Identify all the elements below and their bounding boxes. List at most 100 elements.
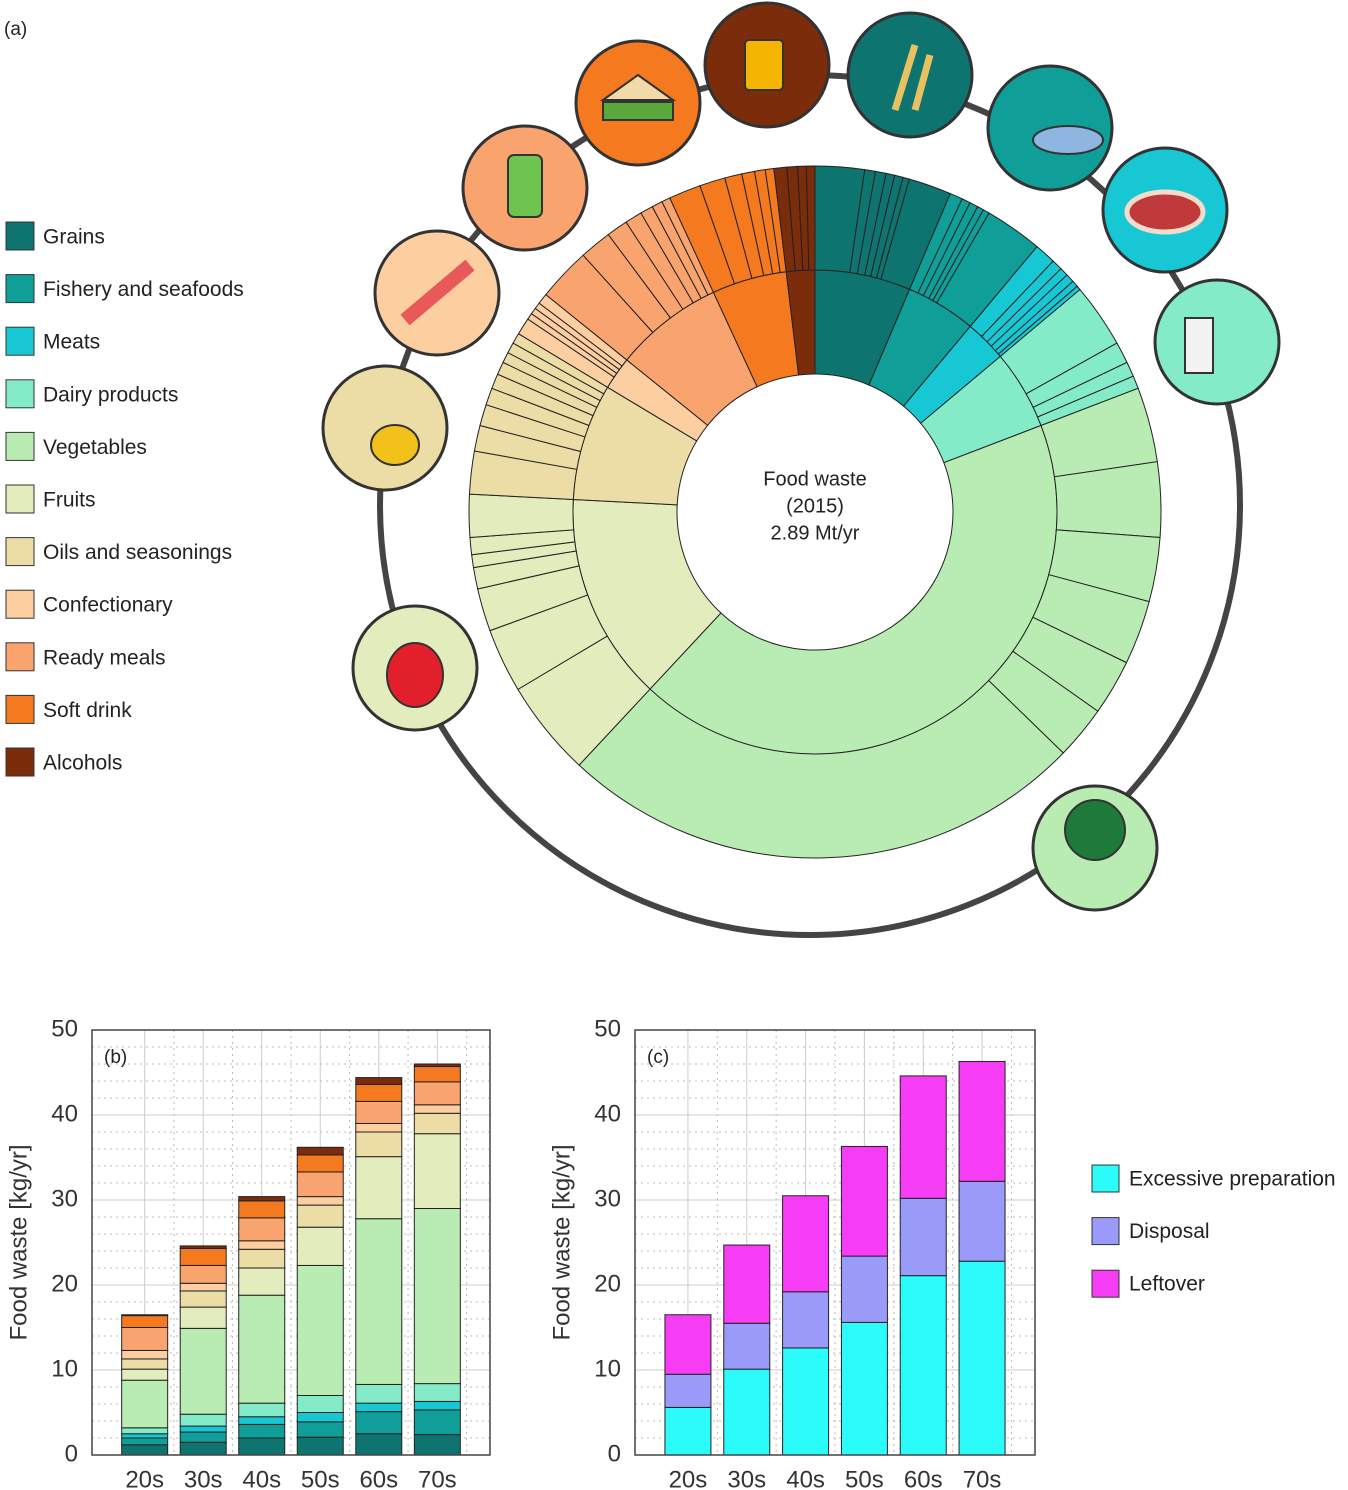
bar-segment	[664, 1406, 712, 1456]
bar-segment	[121, 1379, 169, 1429]
bar-segment	[238, 1196, 286, 1202]
center-label: (2015)	[786, 495, 844, 517]
bar-segment	[782, 1291, 830, 1349]
y-tick-label: 40	[51, 1100, 78, 1127]
bar-segment	[296, 1146, 344, 1156]
bar-segment	[413, 1434, 461, 1456]
legend-label: Disposal	[1129, 1220, 1210, 1243]
bar-segment	[238, 1402, 286, 1418]
bar-segment	[413, 1409, 461, 1436]
bar-segment	[121, 1433, 169, 1439]
y-tick-label: 10	[594, 1355, 621, 1382]
sunburst-outer-segment	[578, 679, 1064, 859]
legend-label: Excessive preparation	[1129, 1168, 1336, 1191]
bar-segment	[296, 1204, 344, 1228]
bar-segment	[413, 1112, 461, 1135]
bar-segment	[723, 1368, 771, 1456]
legend-swatch	[5, 694, 35, 724]
plot-frame	[91, 1029, 491, 1456]
legend-swatch	[5, 484, 35, 514]
x-tick-label: 50s	[301, 1466, 340, 1490]
bar-segment	[958, 1180, 1006, 1262]
center-label: 2.89 Mt/yr	[771, 522, 860, 544]
legend-swatch	[5, 431, 35, 461]
bar-segment	[899, 1075, 947, 1199]
bar-segment	[296, 1196, 344, 1206]
bar-segment	[121, 1349, 169, 1360]
bar-segment	[355, 1402, 403, 1413]
x-tick-label: 20s	[669, 1466, 708, 1490]
bar-segment	[413, 1081, 461, 1106]
legend-label: Alcohols	[43, 752, 122, 775]
legend-label: Vegetables	[43, 436, 147, 459]
bar-segment	[958, 1060, 1006, 1182]
legend-label: Dairy products	[43, 383, 178, 406]
x-tick-label: 40s	[786, 1466, 825, 1490]
bar-segment	[413, 1383, 461, 1402]
bar-segment	[121, 1358, 169, 1370]
bar-segment	[899, 1275, 947, 1456]
bar-segment	[355, 1131, 403, 1158]
legend-label: Oils and seasonings	[43, 541, 232, 564]
bar-segment	[179, 1247, 227, 1266]
bar-segment	[296, 1226, 344, 1266]
chart-b: 0 10 20 30 40 50 20s 30s 40s 50s 60s 70s (b) Food was…	[5, 1015, 491, 1490]
y-tick-label: 40	[594, 1100, 621, 1127]
legend-swatch	[5, 747, 35, 777]
bar-segment	[958, 1260, 1006, 1456]
bar-segment	[413, 1208, 461, 1385]
bar-segment	[238, 1437, 286, 1456]
legend-swatch	[5, 221, 35, 251]
bar-segment	[238, 1423, 286, 1439]
icon-shape	[891, 43, 934, 112]
sunburst: Food waste (2015) 2.89 Mt/yr	[468, 165, 1162, 859]
bar-segment	[179, 1264, 227, 1284]
bar-segment	[179, 1306, 227, 1329]
legend-label: Fishery and seafoods	[43, 278, 244, 301]
bar-segment	[238, 1416, 286, 1425]
legend: Grains Fishery and seafoods Meats Dairy pro…	[5, 221, 244, 777]
x-tick-label: 40s	[242, 1466, 281, 1490]
bar-segment	[782, 1347, 830, 1456]
bar-segment	[179, 1441, 227, 1456]
x-tick-label: 20s	[125, 1466, 164, 1490]
bar-segment	[296, 1264, 344, 1396]
bar-segment	[121, 1314, 169, 1317]
bar-segment	[121, 1327, 169, 1351]
bar-segment	[355, 1077, 403, 1085]
sunburst-outer-segment	[468, 493, 575, 539]
legend-swatch	[5, 326, 35, 356]
bar-segment	[296, 1421, 344, 1438]
bar-segment	[121, 1427, 169, 1435]
panel-label: (a)	[4, 19, 27, 40]
icon-shape	[1184, 317, 1214, 374]
bar-segment	[355, 1411, 403, 1435]
center-label: Food waste	[763, 468, 866, 490]
icon-shape	[1064, 799, 1126, 861]
icon-shape	[1124, 189, 1206, 235]
y-tick-label: 30	[51, 1185, 78, 1212]
x-tick-label: 70s	[418, 1466, 457, 1490]
bar-segment	[355, 1218, 403, 1385]
y-axis-label: Food waste [kg/yr]	[548, 1144, 575, 1340]
bar-segment	[355, 1100, 403, 1125]
legend-swatch	[5, 274, 35, 304]
chart-c: 0 10 20 30 40 50 20s 30s 40s 50s 60s 70s (c) Food was…	[548, 1015, 1335, 1490]
icon-shape	[599, 73, 677, 101]
bar-segment	[179, 1431, 227, 1443]
bar-segment	[296, 1154, 344, 1173]
bar-segment	[296, 1436, 344, 1456]
bar-segment	[296, 1395, 344, 1413]
x-tick-label: 30s	[184, 1466, 223, 1490]
legend-swatch	[5, 642, 35, 672]
x-tick-label: 30s	[727, 1466, 766, 1490]
y-tick-label: 10	[51, 1355, 78, 1382]
bar-segment	[355, 1433, 403, 1456]
bar-segment	[296, 1171, 344, 1198]
icon-grains	[846, 11, 974, 139]
legend-swatch	[5, 537, 35, 567]
bar-segment	[840, 1255, 888, 1323]
bar-segment	[413, 1400, 461, 1411]
y-axis-label: Food waste [kg/yr]	[5, 1144, 32, 1340]
